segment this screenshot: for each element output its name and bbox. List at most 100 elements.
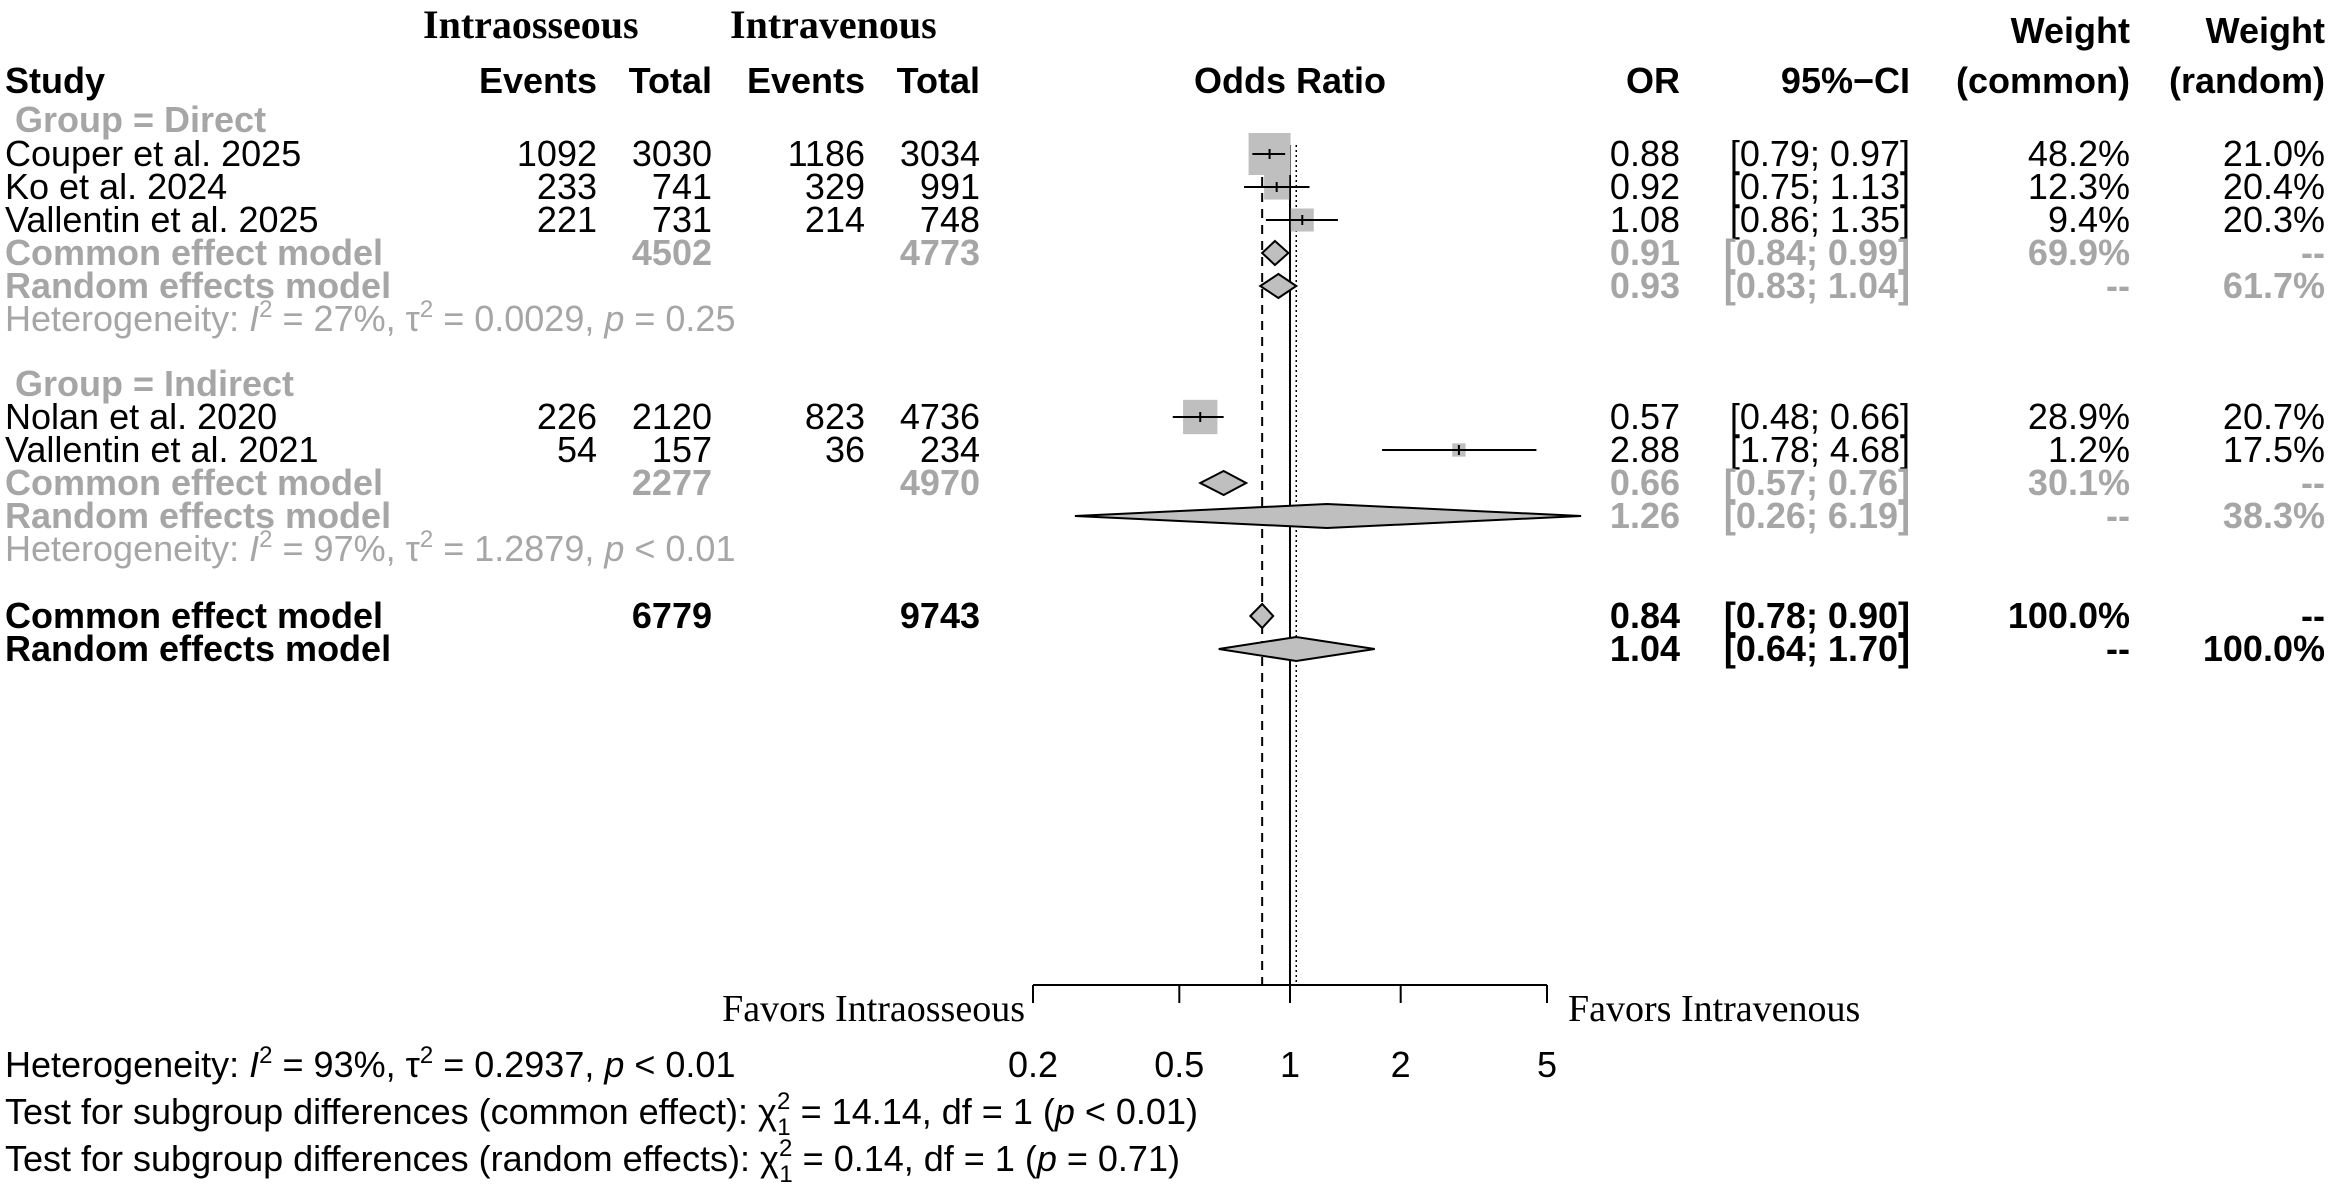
header: Intraosseous Intravenous Study Events To… (5, 2, 2325, 101)
weight-common: 28.9% (2028, 396, 2130, 437)
iv-total: 9743 (900, 595, 980, 636)
io-events: 233 (537, 166, 597, 207)
iv-events: 36 (825, 429, 865, 470)
summary-diamond (1258, 272, 1299, 300)
table-row: Vallentin et al. 2025 221 731 214 748 1.08 [0.… (5, 199, 2325, 240)
ci-value: [1.78; 4.68] (1730, 429, 1910, 470)
io-total: 731 (652, 199, 712, 240)
ci-value: [0.57; 0.76] (1724, 462, 1910, 503)
summary-diamond (1218, 635, 1375, 663)
summary-diamond (1260, 239, 1290, 267)
weight-common: 30.1% (2028, 462, 2130, 503)
heterogeneity-text: Heterogeneity: I2 = 97%, τ2 = 1.2879, p … (5, 526, 735, 569)
header-iv-events: Events (747, 60, 865, 101)
iv-events: 1186 (788, 133, 865, 174)
or-value: 0.92 (1610, 166, 1680, 207)
iv-events: 214 (805, 199, 865, 240)
x-axis-tick-label: 0.5 (1154, 1044, 1204, 1085)
iv-total: 234 (920, 429, 980, 470)
ci-value: [0.83; 1.04] (1724, 265, 1910, 306)
overall-random-row: Random effects model 1.04 [0.64; 1.70] -- 10… (5, 628, 2325, 669)
ci-value: [0.78; 0.90] (1724, 595, 1910, 636)
io-events: 54 (557, 429, 597, 470)
x-axis-tick-label: 2 (1391, 1044, 1411, 1085)
io-total: 6779 (632, 595, 712, 636)
ci-value: [0.48; 0.66] (1730, 396, 1910, 437)
model-label: Common effect model (5, 232, 383, 273)
weight-random: -- (2301, 595, 2325, 636)
table-row: Ko et al. 2024 233 741 329 991 0.92 [0.75; 1.1… (5, 166, 2325, 207)
or-value: 0.57 (1610, 396, 1680, 437)
header-io-total: Total (629, 60, 712, 101)
iv-events: 329 (805, 166, 865, 207)
io-events: 221 (537, 199, 597, 240)
weight-random: 21.0% (2223, 133, 2325, 174)
iv-total: 991 (920, 166, 980, 207)
iv-events: 823 (805, 396, 865, 437)
io-total: 3030 (632, 133, 712, 174)
header-odds-ratio: Odds Ratio (1194, 60, 1386, 101)
model-label: Random effects model (5, 628, 391, 669)
ci-value: [0.26; 6.19] (1724, 495, 1910, 536)
weight-common: 1.2% (2048, 429, 2130, 470)
overall-common-row: Common effect model 6779 9743 0.84 [0.78; 0.… (5, 595, 2325, 636)
study-name: Vallentin et al. 2025 (5, 199, 319, 240)
subgroup-common-row: Common effect model 4502 4773 0.91 [0.84; 0.… (5, 232, 2325, 273)
weight-common: 9.4% (2048, 199, 2130, 240)
x-axis-tick-label: 1 (1280, 1044, 1300, 1085)
plot-lines (1261, 145, 1298, 985)
io-total: 4502 (632, 232, 712, 273)
header-weight-random-1: Weight (2206, 10, 2325, 51)
iv-total: 3034 (900, 133, 980, 174)
heterogeneity-text: Heterogeneity: I2 = 27%, τ2 = 0.0029, p … (5, 296, 735, 339)
weight-random: 61.7% (2223, 265, 2325, 306)
study-name: Nolan et al. 2020 (5, 396, 277, 437)
or-value: 0.91 (1610, 232, 1680, 273)
weight-common: -- (2106, 265, 2130, 306)
header-study: Study (5, 60, 105, 101)
weight-random: 38.3% (2223, 495, 2325, 536)
subgroup-test-text: Test for subgroup differences (random ef… (5, 1135, 1180, 1188)
favors-intravenous-label: Favors Intravenous (1568, 988, 1860, 1030)
or-value: 0.88 (1610, 133, 1680, 174)
weight-common: 48.2% (2028, 133, 2130, 174)
iv-total: 4773 (900, 232, 980, 273)
subgroup-test-text: Test for subgroup differences (common ef… (5, 1088, 1198, 1141)
weight-random: 20.3% (2223, 199, 2325, 240)
header-io-events: Events (479, 60, 597, 101)
weight-common: 12.3% (2028, 166, 2130, 207)
weight-random: 20.4% (2223, 166, 2325, 207)
io-events: 226 (537, 396, 597, 437)
ci-value: [0.64; 1.70] (1724, 628, 1910, 669)
ci-value: [0.86; 1.35] (1730, 199, 1910, 240)
model-label: Random effects model (5, 495, 391, 536)
ci-value: [0.75; 1.13] (1730, 166, 1910, 207)
or-value: 1.04 (1610, 628, 1680, 669)
io-total: 2120 (632, 396, 712, 437)
subgroup-label: Group = Direct (15, 99, 266, 140)
or-value: 0.84 (1610, 595, 1680, 636)
summary-diamond (1248, 602, 1275, 630)
iv-total: 748 (920, 199, 980, 240)
io-total: 741 (652, 166, 712, 207)
model-label: Common effect model (5, 462, 383, 503)
weight-random: 100.0% (2203, 628, 2325, 669)
or-value: 0.66 (1610, 462, 1680, 503)
iv-total: 4736 (900, 396, 980, 437)
iv-total: 4970 (900, 462, 980, 503)
or-value: 2.88 (1610, 429, 1680, 470)
x-axis-tick-label: 0.2 (1008, 1044, 1058, 1085)
x-axis-tick-label: 5 (1537, 1044, 1557, 1085)
weight-random: 20.7% (2223, 396, 2325, 437)
weight-random: -- (2301, 232, 2325, 273)
subgroup-common-row: Common effect model 2277 4970 0.66 [0.57; 0.… (5, 462, 2325, 503)
table-row: Couper et al. 2025 1092 3030 1186 3034 0.88 [0… (5, 133, 2325, 174)
study-name: Ko et al. 2024 (5, 166, 227, 207)
model-label: Random effects model (5, 265, 391, 306)
or-value: 1.26 (1610, 495, 1680, 536)
io-total: 157 (652, 429, 712, 470)
summary-diamond (1198, 469, 1249, 497)
subgroup-random-row: Random effects model 1.26 [0.26; 6.19] -- 38… (5, 495, 2325, 536)
or-value: 0.93 (1610, 265, 1680, 306)
